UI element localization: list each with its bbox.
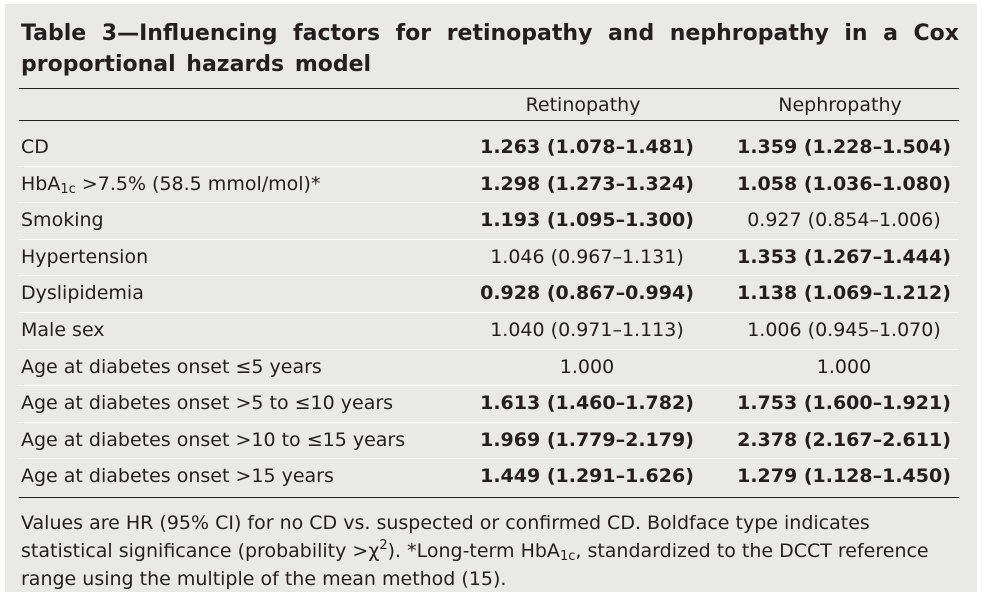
row-label-text: Smoking xyxy=(21,209,104,232)
row-divider xyxy=(19,238,959,240)
row-divider xyxy=(19,421,959,423)
row-label: Smoking xyxy=(21,209,104,231)
nephropathy-cell: 1.000 xyxy=(816,355,872,378)
row-label-text: HbA xyxy=(21,172,61,195)
row-label: Age at diabetes onset >15 years xyxy=(21,465,334,487)
footnote-text: Values are HR (95% CI) for no CD vs. sus… xyxy=(21,512,870,562)
table-bottom-divider xyxy=(19,497,959,498)
table-row: Smoking 1.193 (1.095–1.300) 0.927 (0.854–1… xyxy=(19,203,959,239)
table-row: Male sex 1.040 (0.971–1.113) 1.006 (0.945–… xyxy=(19,313,959,349)
row-divider xyxy=(19,165,959,167)
row-label-text: Male sex xyxy=(21,319,105,341)
row-divider xyxy=(19,348,959,350)
row-label-text: Dyslipidemia xyxy=(21,282,144,305)
row-divider xyxy=(19,275,959,277)
table-footnote: Values are HR (95% CI) for no CD vs. sus… xyxy=(21,509,961,593)
nephropathy-cell: 1.279 (1.128–1.450) xyxy=(737,465,951,488)
row-label: Age at diabetes onset ≤5 years xyxy=(21,356,322,378)
retinopathy-cell: 1.263 (1.078–1.481) xyxy=(480,136,694,158)
row-label-text: Age at diabetes onset >15 years xyxy=(21,465,334,488)
nephropathy-cell: 1.138 (1.069–1.212) xyxy=(737,282,951,305)
table-row: Hypertension 1.046 (0.967–1.131) 1.353 (1.… xyxy=(19,240,959,276)
nephropathy-cell: 1.753 (1.600–1.921) xyxy=(737,392,951,415)
row-label: HbA1c >7.5% (58.5 mmol/mol)* xyxy=(21,172,321,197)
row-divider xyxy=(19,202,959,204)
table-row: Age at diabetes onset >5 to ≤10 years 1.6… xyxy=(19,386,959,422)
row-label-text: CD xyxy=(21,136,49,158)
footnote-subscript: 1c xyxy=(559,549,576,564)
table-title: Table 3—Influencing factors for retinopa… xyxy=(21,21,959,77)
row-label-text: Age at diabetes onset >10 to ≤15 years xyxy=(21,428,406,451)
row-label: Hypertension xyxy=(21,246,148,268)
nephropathy-cell: 1.353 (1.267–1.444) xyxy=(737,245,951,268)
nephropathy-cell: 2.378 (2.167–2.611) xyxy=(737,428,951,451)
nephropathy-cell: 1.006 (0.945–1.070) xyxy=(747,319,941,341)
row-label: Age at diabetes onset >5 to ≤10 years xyxy=(21,392,393,414)
table-row: Age at diabetes onset >10 to ≤15 years 1.… xyxy=(19,423,959,459)
nephropathy-cell: 1.058 (1.036–1.080) xyxy=(737,172,951,195)
retinopathy-cell: 1.193 (1.095–1.300) xyxy=(480,209,694,232)
retinopathy-cell: 1.040 (0.971–1.113) xyxy=(490,319,684,341)
retinopathy-cell: 1.046 (0.967–1.131) xyxy=(490,245,684,268)
footnote-superscript: 2 xyxy=(379,538,388,553)
retinopathy-cell: 1.449 (1.291–1.626) xyxy=(480,465,694,488)
row-label-text: Age at diabetes onset >5 to ≤10 years xyxy=(21,392,394,415)
row-divider xyxy=(19,312,959,313)
column-header-retinopathy: Retinopathy xyxy=(525,94,641,116)
table-row: Dyslipidemia 0.928 (0.867–0.994) 1.138 (1.… xyxy=(19,276,959,312)
row-label-text: Age at diabetes onset ≤5 years xyxy=(21,355,322,378)
row-label: Dyslipidemia xyxy=(21,282,144,304)
table-row: Age at diabetes onset ≤5 years 1.000 1.000 xyxy=(19,350,959,386)
row-divider xyxy=(19,458,959,460)
retinopathy-cell: 1.000 xyxy=(559,355,615,378)
nephropathy-cell: 1.359 (1.228–1.504) xyxy=(737,136,951,158)
row-label-text: >7.5% (58.5 mmol/mol)* xyxy=(75,172,321,195)
row-label: Age at diabetes onset >10 to ≤15 years xyxy=(21,429,405,451)
table-panel: Table 3—Influencing factors for retinopa… xyxy=(5,4,977,592)
table-row: HbA1c >7.5% (58.5 mmol/mol)* 1.298 (1.273… xyxy=(19,167,959,203)
row-divider xyxy=(19,385,959,387)
footnote-text: , standardized to the DCCT reference ran… xyxy=(21,540,929,590)
row-label-text: Hypertension xyxy=(21,245,149,268)
row-label: Male sex xyxy=(21,319,105,341)
retinopathy-cell: 1.298 (1.273–1.324) xyxy=(480,172,694,195)
retinopathy-cell: 1.969 (1.779–2.179) xyxy=(480,428,694,451)
table-row: Age at diabetes onset >15 years 1.449 (1.… xyxy=(19,459,959,495)
row-label-subscript: 1c xyxy=(60,181,76,197)
title-divider xyxy=(19,88,959,89)
header-divider xyxy=(19,120,959,121)
column-header-nephropathy: Nephropathy xyxy=(778,94,902,116)
retinopathy-cell: 0.928 (0.867–0.994) xyxy=(480,282,694,305)
nephropathy-cell: 0.927 (0.854–1.006) xyxy=(747,209,941,232)
footnote-text: ). *Long-term HbA xyxy=(387,540,560,562)
table-row: CD 1.263 (1.078–1.481) 1.359 (1.228–1.504) xyxy=(19,130,959,166)
row-label: CD xyxy=(21,136,49,158)
retinopathy-cell: 1.613 (1.460–1.782) xyxy=(480,392,694,415)
